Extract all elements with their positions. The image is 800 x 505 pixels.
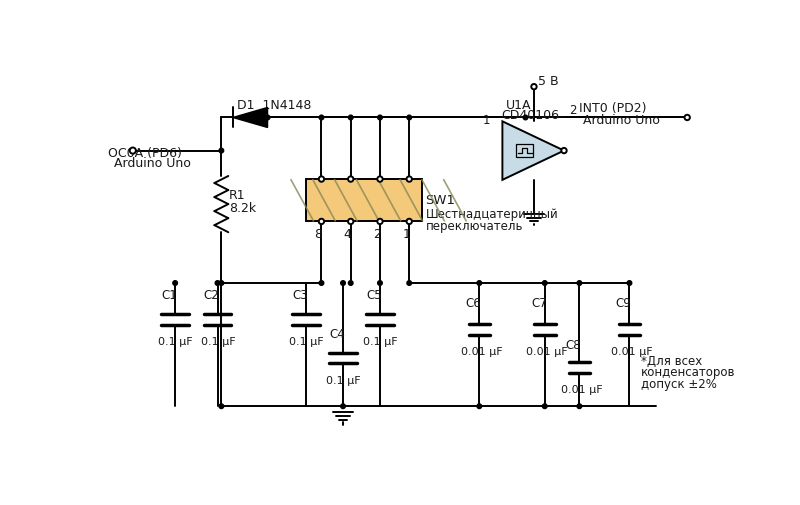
Text: INT0 (PD2): INT0 (PD2) bbox=[579, 102, 647, 115]
Circle shape bbox=[378, 177, 382, 182]
Text: 0.01 μF: 0.01 μF bbox=[611, 346, 653, 356]
Circle shape bbox=[319, 116, 324, 121]
Circle shape bbox=[378, 281, 382, 286]
Circle shape bbox=[406, 177, 412, 182]
Circle shape bbox=[130, 148, 136, 155]
Text: Arduino Uno: Arduino Uno bbox=[583, 113, 660, 126]
Text: 0.1 μF: 0.1 μF bbox=[326, 375, 361, 385]
Circle shape bbox=[219, 149, 224, 154]
Polygon shape bbox=[233, 108, 267, 128]
Text: переключатель: переключатель bbox=[426, 219, 523, 232]
Circle shape bbox=[215, 281, 220, 286]
Circle shape bbox=[531, 85, 537, 90]
Text: C8: C8 bbox=[566, 338, 581, 351]
Circle shape bbox=[523, 116, 528, 121]
Text: 0.1 μF: 0.1 μF bbox=[289, 336, 324, 346]
Circle shape bbox=[341, 281, 346, 286]
Circle shape bbox=[542, 404, 547, 409]
Circle shape bbox=[542, 281, 547, 286]
Circle shape bbox=[348, 177, 354, 182]
Text: 0.1 μF: 0.1 μF bbox=[363, 336, 398, 346]
Text: C1: C1 bbox=[162, 288, 177, 301]
Circle shape bbox=[477, 281, 482, 286]
Text: 0.01 μF: 0.01 μF bbox=[526, 346, 568, 356]
Polygon shape bbox=[502, 122, 564, 180]
Circle shape bbox=[349, 116, 353, 121]
Text: SW1: SW1 bbox=[426, 194, 455, 207]
Text: 0.1 μF: 0.1 μF bbox=[158, 336, 193, 346]
Text: CD40106: CD40106 bbox=[501, 109, 559, 122]
Circle shape bbox=[406, 219, 412, 225]
Text: 0.1 μF: 0.1 μF bbox=[201, 336, 235, 346]
Text: OC0A (PD6): OC0A (PD6) bbox=[108, 147, 182, 160]
Circle shape bbox=[378, 219, 382, 225]
Text: 1: 1 bbox=[402, 228, 410, 241]
Text: Шестнадцатеричный: Шестнадцатеричный bbox=[426, 208, 558, 221]
Circle shape bbox=[407, 281, 411, 286]
Circle shape bbox=[219, 404, 224, 409]
Circle shape bbox=[477, 404, 482, 409]
Circle shape bbox=[348, 219, 354, 225]
Text: 2: 2 bbox=[570, 104, 577, 117]
Text: C9: C9 bbox=[615, 296, 631, 309]
Text: 4: 4 bbox=[344, 228, 351, 241]
Circle shape bbox=[627, 281, 632, 286]
Circle shape bbox=[219, 281, 224, 286]
Circle shape bbox=[349, 281, 353, 286]
Text: D1  1N4148: D1 1N4148 bbox=[237, 98, 311, 112]
Text: конденсаторов: конденсаторов bbox=[641, 365, 735, 378]
Text: C4: C4 bbox=[329, 327, 345, 340]
Text: 0.01 μF: 0.01 μF bbox=[461, 346, 502, 356]
Text: 2: 2 bbox=[373, 228, 381, 241]
Circle shape bbox=[407, 116, 411, 121]
Text: C5: C5 bbox=[366, 288, 382, 301]
Text: 1: 1 bbox=[482, 113, 490, 126]
Bar bbox=[516, 145, 534, 158]
Circle shape bbox=[173, 281, 178, 286]
Text: 8: 8 bbox=[314, 228, 322, 241]
Circle shape bbox=[318, 177, 324, 182]
Text: U1A: U1A bbox=[506, 98, 532, 112]
Circle shape bbox=[266, 116, 270, 121]
Text: C6: C6 bbox=[466, 296, 481, 309]
Circle shape bbox=[562, 148, 566, 154]
Bar bbox=[306, 180, 422, 222]
Text: C7: C7 bbox=[531, 296, 546, 309]
Circle shape bbox=[341, 404, 346, 409]
Text: *Для всех: *Для всех bbox=[641, 354, 702, 367]
Circle shape bbox=[577, 281, 582, 286]
Circle shape bbox=[378, 116, 382, 121]
Circle shape bbox=[319, 281, 324, 286]
Text: Arduino Uno: Arduino Uno bbox=[114, 157, 190, 170]
Circle shape bbox=[577, 404, 582, 409]
Text: 5 В: 5 В bbox=[538, 75, 558, 88]
Text: C3: C3 bbox=[292, 288, 308, 301]
Text: допуск ±2%: допуск ±2% bbox=[641, 377, 717, 390]
Text: 8.2k: 8.2k bbox=[229, 201, 256, 215]
Text: 0.01 μF: 0.01 μF bbox=[561, 384, 602, 394]
Text: R1: R1 bbox=[229, 188, 246, 201]
Circle shape bbox=[685, 116, 690, 121]
Circle shape bbox=[318, 219, 324, 225]
Text: C2: C2 bbox=[204, 288, 219, 301]
